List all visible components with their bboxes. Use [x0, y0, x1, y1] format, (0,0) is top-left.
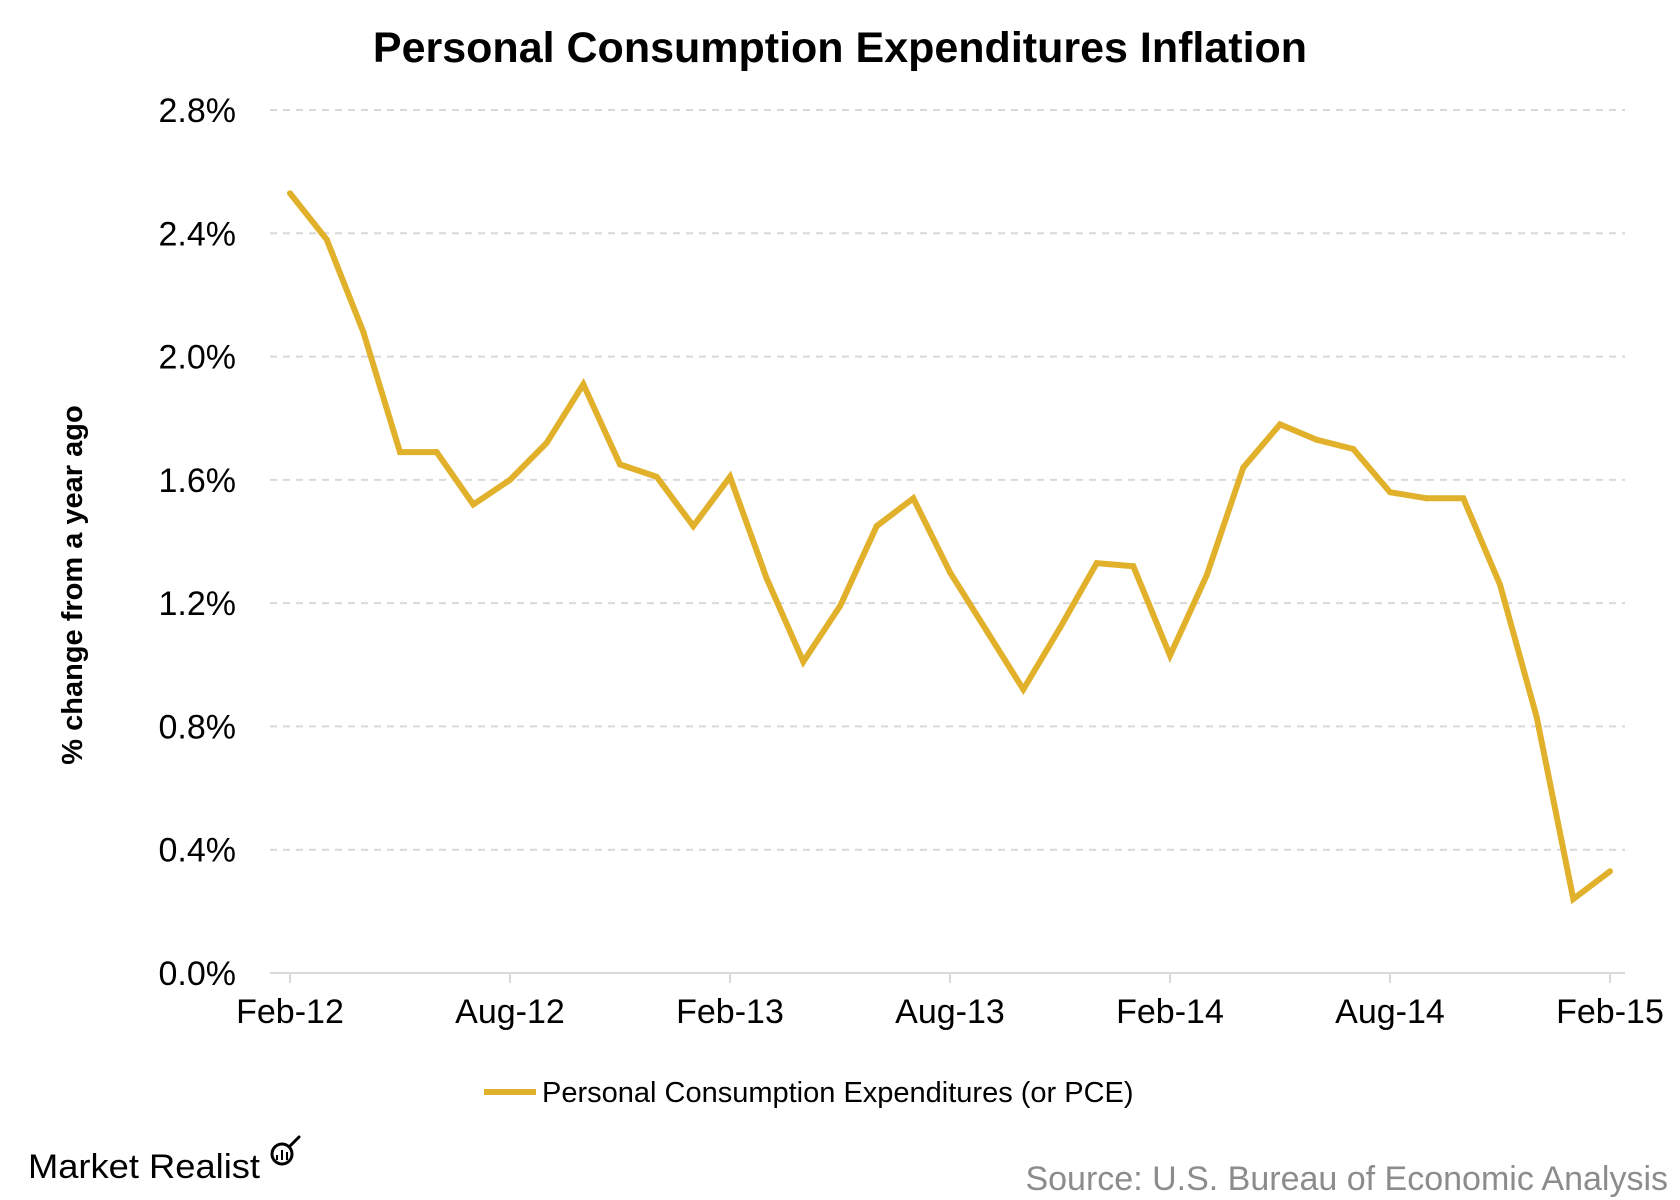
data-point [360, 328, 367, 335]
data-point [397, 449, 403, 456]
magnifier-chart-icon [270, 1135, 301, 1166]
data-point [617, 461, 623, 468]
data-point [1350, 446, 1357, 453]
data-point [690, 523, 697, 530]
data-point [873, 523, 880, 530]
data-point [433, 449, 440, 456]
data-point [910, 495, 917, 502]
x-tick-label: Feb-14 [1116, 993, 1224, 1031]
data-point [1313, 436, 1320, 443]
data-point [470, 501, 477, 508]
data-point [1203, 572, 1210, 579]
series-line-pce [287, 191, 1612, 905]
data-point [653, 473, 660, 480]
data-point [983, 627, 990, 634]
y-tick-label: 2.0% [159, 339, 237, 377]
y-tick-label: 1.6% [159, 462, 237, 500]
y-tick-label: 1.2% [159, 585, 237, 623]
x-tick-label: Feb-15 [1556, 993, 1664, 1031]
source-note: Source: U.S. Bureau of Economic Analysis [1025, 1160, 1668, 1198]
data-point [727, 473, 733, 480]
y-tick-label: 0.0% [159, 955, 237, 993]
data-point [580, 381, 587, 388]
x-axis-ticks: Feb-12 Aug-12 Feb-13 Aug-13 Feb-14 Aug-14 Feb-… [236, 973, 1664, 1031]
data-point [1167, 652, 1173, 659]
data-point [1093, 560, 1100, 567]
y-axis-ticks: 0.0% 0.4% 0.8% 1.2% 1.6% 2.0% 2.4% 2.8% [159, 92, 237, 993]
x-tick-label: Aug-14 [1335, 993, 1445, 1031]
y-tick-label: 0.4% [159, 832, 237, 870]
y-tick-label: 2.8% [159, 92, 237, 130]
gridlines [270, 109, 1625, 851]
chart-title: Personal Consumption Expenditures Inflat… [373, 24, 1307, 72]
x-tick-label: Feb-12 [236, 993, 344, 1031]
data-point [1057, 624, 1063, 631]
series-layer [287, 190, 1613, 905]
data-point [287, 190, 293, 197]
data-point [1570, 896, 1577, 903]
data-point [1533, 714, 1540, 721]
data-point [1020, 686, 1027, 693]
data-point [837, 603, 843, 610]
data-point [507, 476, 513, 483]
data-point [1607, 868, 1613, 875]
data-point [800, 658, 807, 665]
y-tick-label: 0.8% [159, 708, 237, 746]
legend: Personal Consumption Expenditures (or PC… [484, 1077, 1134, 1109]
x-tick-label: Aug-13 [895, 993, 1005, 1031]
x-tick-label: Aug-12 [455, 993, 565, 1031]
data-point [1423, 495, 1430, 502]
y-tick-label: 2.4% [159, 215, 237, 253]
data-point [1277, 421, 1283, 428]
market-realist-logo: Market Realist [28, 1135, 301, 1186]
data-point [947, 569, 953, 576]
data-point [543, 439, 550, 446]
data-point [323, 236, 330, 243]
y-axis-label: % change from a year ago [57, 405, 89, 764]
data-point [1387, 489, 1393, 496]
x-tick-label: Feb-13 [676, 993, 784, 1031]
data-point [1460, 495, 1467, 502]
data-point [1497, 581, 1503, 588]
data-point [1240, 464, 1247, 471]
data-point [1130, 563, 1137, 570]
legend-label: Personal Consumption Expenditures (or PC… [542, 1077, 1134, 1109]
logo-text: Market Realist [28, 1148, 261, 1186]
data-point [763, 575, 770, 582]
